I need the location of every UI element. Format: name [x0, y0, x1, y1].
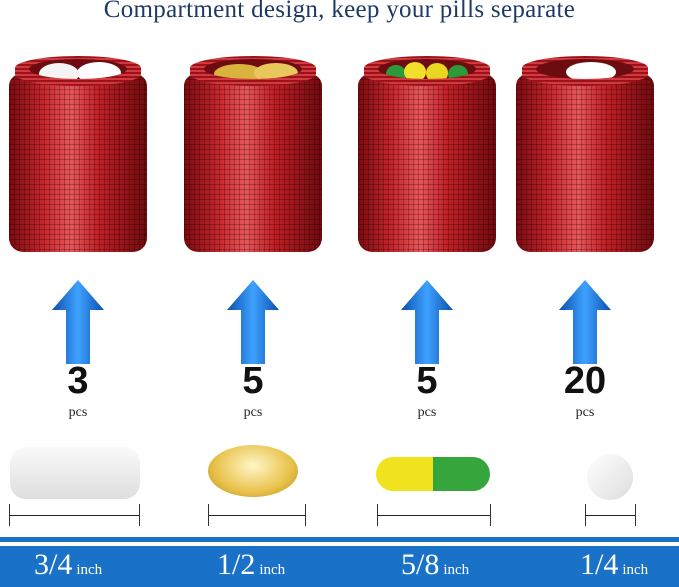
size-label-3: 5/8 inch	[401, 548, 470, 581]
count-unit: pcs	[68, 405, 88, 420]
pill-count: 20	[563, 360, 607, 402]
count-unit: pcs	[417, 405, 437, 420]
pill-count: 5	[416, 360, 438, 402]
count-unit: pcs	[243, 405, 263, 420]
count-unit: pcs	[575, 405, 595, 420]
headline: Compartment design, keep your pills sepa…	[103, 0, 576, 23]
up-arrow-icon	[52, 280, 104, 364]
up-arrow-icon	[227, 280, 279, 364]
up-arrow-icon	[559, 280, 611, 364]
dimension-line	[9, 504, 140, 526]
size-label-2: 1/2 inch	[217, 548, 286, 581]
divider-line	[0, 537, 679, 542]
dimension-line	[377, 504, 491, 526]
dimension-line	[585, 504, 636, 526]
size-band	[0, 546, 679, 587]
rectangular-tablet	[10, 447, 140, 499]
compartment-1: 3 pcs	[0, 0, 163, 587]
compartment-2: 5 pcs	[168, 0, 338, 587]
pill-count: 3	[67, 360, 89, 402]
dimension-line	[208, 504, 306, 526]
red-container	[358, 56, 496, 252]
red-container	[516, 56, 654, 252]
yellow-green-capsule	[376, 457, 490, 491]
softgel-capsule	[208, 445, 298, 497]
compartment-3: 5 pcs	[342, 0, 512, 587]
red-container	[184, 56, 322, 252]
compartment-4: 20 pcs	[500, 0, 670, 587]
size-label-1: 3/4 inch	[34, 548, 103, 581]
red-container	[9, 56, 147, 252]
up-arrow-icon	[401, 280, 453, 364]
round-tablet	[587, 454, 633, 500]
pill-count: 5	[242, 360, 264, 402]
size-label-4: 1/4 inch	[580, 548, 649, 581]
